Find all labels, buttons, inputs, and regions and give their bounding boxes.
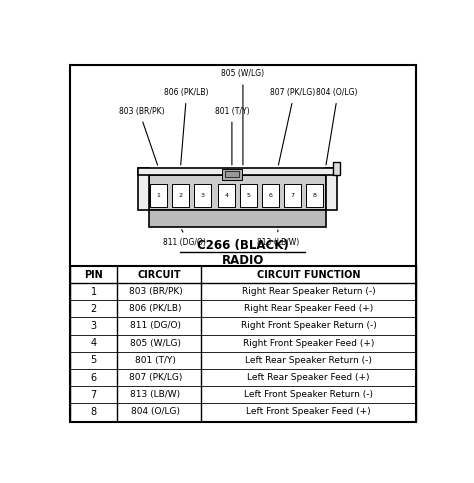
Bar — [149, 175, 326, 211]
Text: 5: 5 — [91, 355, 97, 365]
Text: 811 (DG/O): 811 (DG/O) — [163, 238, 206, 247]
Text: 1: 1 — [156, 193, 160, 199]
Bar — [218, 185, 235, 208]
Bar — [222, 169, 242, 180]
Text: 804 (O/LG): 804 (O/LG) — [131, 408, 180, 416]
Text: Right Front Speaker Feed (+): Right Front Speaker Feed (+) — [243, 339, 374, 348]
Bar — [149, 211, 326, 227]
Text: 801 (T/Y): 801 (T/Y) — [135, 356, 176, 365]
Text: 5: 5 — [246, 193, 250, 199]
Text: PIN: PIN — [84, 270, 103, 280]
Text: 807 (PK/LG): 807 (PK/LG) — [270, 88, 315, 97]
Bar — [306, 185, 323, 208]
Text: 803 (BR/PK): 803 (BR/PK) — [119, 107, 165, 115]
Text: Left Front Speaker Feed (+): Left Front Speaker Feed (+) — [246, 408, 371, 416]
Bar — [138, 168, 149, 211]
Bar — [225, 171, 239, 177]
Text: 2: 2 — [91, 304, 97, 314]
Bar — [150, 185, 167, 208]
Text: 803 (BR/PK): 803 (BR/PK) — [128, 287, 182, 296]
Text: 811 (DG/O): 811 (DG/O) — [130, 322, 181, 330]
Bar — [138, 168, 337, 175]
Text: 8: 8 — [91, 407, 97, 417]
Bar — [240, 185, 257, 208]
Text: 4: 4 — [91, 338, 97, 348]
Text: Right Front Speaker Return (-): Right Front Speaker Return (-) — [241, 322, 376, 330]
Text: 813 (LB/W): 813 (LB/W) — [130, 390, 181, 399]
Text: 813 (LB/W): 813 (LB/W) — [257, 238, 299, 247]
Text: 3: 3 — [91, 321, 97, 331]
Bar — [262, 185, 279, 208]
Text: 806 (PK/LB): 806 (PK/LB) — [164, 88, 208, 97]
Bar — [326, 168, 337, 211]
Text: 3: 3 — [201, 193, 204, 199]
Text: RADIO: RADIO — [222, 254, 264, 267]
Text: 806 (PK/LB): 806 (PK/LB) — [129, 304, 182, 313]
Text: Left Front Speaker Return (-): Left Front Speaker Return (-) — [244, 390, 373, 399]
Text: 6: 6 — [91, 372, 97, 383]
Text: 807 (PK/LG): 807 (PK/LG) — [129, 373, 182, 382]
Text: CIRCUIT FUNCTION: CIRCUIT FUNCTION — [257, 270, 360, 280]
Text: 2: 2 — [179, 193, 182, 199]
Bar — [284, 185, 301, 208]
Text: 805 (W/LG): 805 (W/LG) — [130, 339, 181, 348]
Bar — [172, 185, 189, 208]
Bar — [333, 162, 340, 175]
Text: Right Rear Speaker Feed (+): Right Rear Speaker Feed (+) — [244, 304, 373, 313]
Text: 8: 8 — [313, 193, 317, 199]
Text: 4: 4 — [224, 193, 228, 199]
Text: 801 (T/Y): 801 (T/Y) — [215, 107, 249, 115]
Text: 1: 1 — [91, 286, 97, 297]
Text: Left Rear Speaker Feed (+): Left Rear Speaker Feed (+) — [247, 373, 370, 382]
Text: Right Rear Speaker Return (-): Right Rear Speaker Return (-) — [242, 287, 375, 296]
Text: 7: 7 — [291, 193, 294, 199]
Bar — [194, 185, 211, 208]
Text: 7: 7 — [91, 390, 97, 400]
Text: 6: 6 — [269, 193, 273, 199]
Text: 804 (O/LG): 804 (O/LG) — [316, 88, 357, 97]
Text: Left Rear Speaker Return (-): Left Rear Speaker Return (-) — [245, 356, 372, 365]
Text: 805 (W/LG): 805 (W/LG) — [221, 70, 264, 78]
Text: C266 (BLACK): C266 (BLACK) — [197, 239, 289, 252]
Text: CIRCUIT: CIRCUIT — [137, 270, 181, 280]
